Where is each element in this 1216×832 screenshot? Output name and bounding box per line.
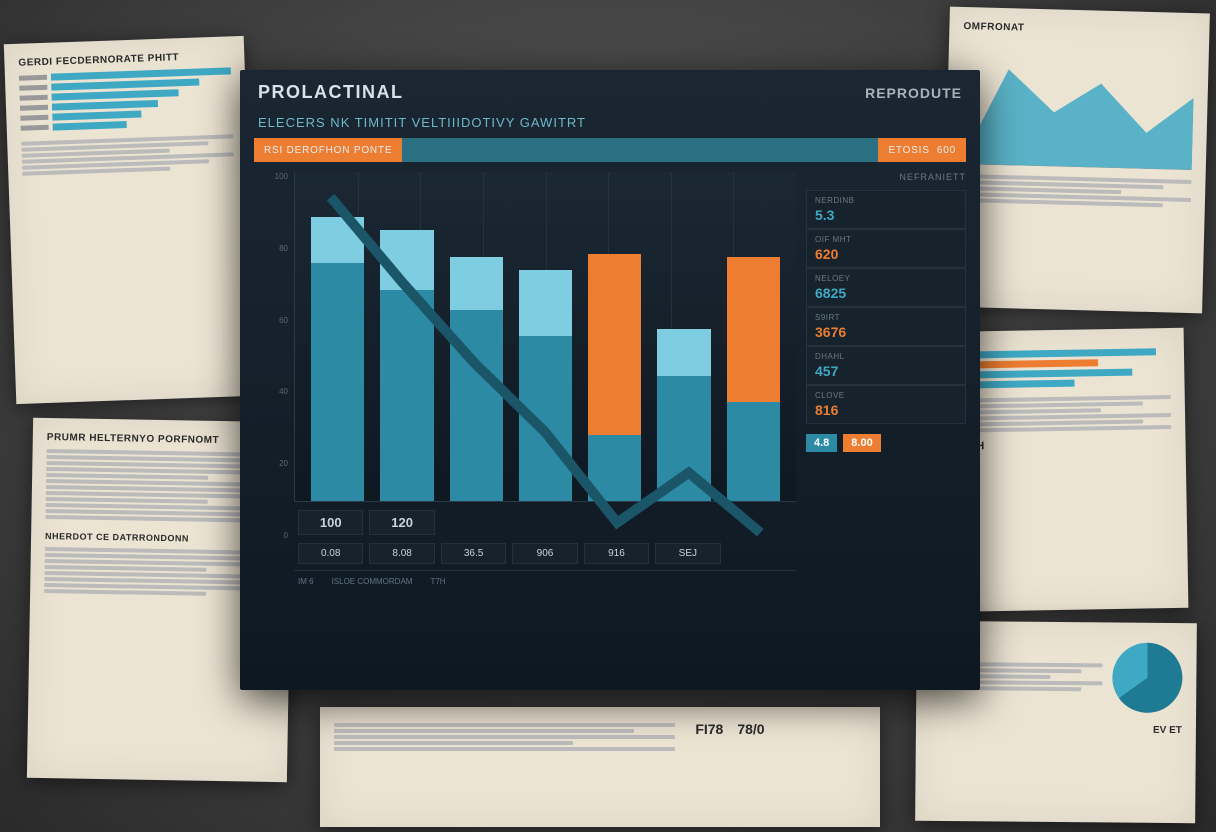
dashboard-title-right: REPRODUTE xyxy=(865,85,962,101)
sidebar-stat: OIF MHT 620 xyxy=(806,229,966,268)
bar-segment xyxy=(727,402,780,501)
footer-label: T7H xyxy=(430,577,445,586)
bar xyxy=(657,329,710,501)
stat-value: 5.3 xyxy=(815,207,957,223)
value-cell: 36.5 xyxy=(441,543,506,564)
y-tick: 100 xyxy=(254,172,288,181)
y-axis: 100 80 60 40 20 0 xyxy=(254,172,294,680)
hbar-chart xyxy=(19,67,233,131)
value-row-2: 0.08 8.08 36.5 906 916 SEJ xyxy=(294,543,796,564)
value-cell: 916 xyxy=(584,543,649,564)
bar xyxy=(588,254,641,502)
sidebar-stat: CLOVE 816 xyxy=(806,385,966,424)
bar-segment xyxy=(727,257,780,402)
value-cell: 0.08 xyxy=(298,543,363,564)
paper-stat: FI78 xyxy=(695,721,723,737)
y-tick: 60 xyxy=(254,316,288,325)
sidebar-badge: 8.00 xyxy=(843,434,880,452)
banner-right-label: ETOSIS xyxy=(888,145,929,156)
value-row-1: 100120 xyxy=(294,510,796,535)
stat-title: NELOEY xyxy=(815,274,957,283)
stat-title: CLOVE xyxy=(815,391,957,400)
bar-segment xyxy=(380,230,433,289)
bar-segment xyxy=(588,435,641,501)
bar xyxy=(311,217,364,501)
bg-paper-top-left: GERDI FECDERNORATE PHITT xyxy=(4,36,256,404)
paper-stat: EV ET xyxy=(930,723,1182,736)
bg-paper-top-right: OMFRONAT xyxy=(942,7,1210,314)
bar-segment xyxy=(519,270,572,336)
bar-segment xyxy=(311,263,364,501)
chart-footer: IM 6 ISLOE COMMORDAM T7H xyxy=(294,570,796,592)
sidebar-stat: DHAHL 457 xyxy=(806,346,966,385)
y-tick: 20 xyxy=(254,459,288,468)
sidebar-column: NEFRANIETT NERDINB 5.3 OIF MHT 620 NELOEY 682… xyxy=(796,172,966,680)
value-cell: SEJ xyxy=(655,543,720,564)
stat-value: 3676 xyxy=(815,324,957,340)
value-cell: 100 xyxy=(298,510,363,535)
stat-title: DHAHL xyxy=(815,352,957,361)
bar xyxy=(519,270,572,501)
bar-segment xyxy=(588,254,641,436)
bar xyxy=(450,257,503,501)
value-cell: 8.08 xyxy=(369,543,434,564)
dashboard-subtitle: ELECERS NK TIMITIT VELTIIIDOTIVY GAWITRT xyxy=(240,109,980,134)
bar-segment xyxy=(450,310,503,501)
desk-surface: GERDI FECDERNORATE PHITT PRUMR HELTERNYO… xyxy=(0,0,1216,832)
bg-paper-bottom-center: FI78 78/0 xyxy=(320,707,880,827)
bar-segment xyxy=(657,329,710,375)
bar-chart-area xyxy=(294,172,796,502)
footer-label: IM 6 xyxy=(298,577,314,586)
y-tick: 0 xyxy=(254,531,288,540)
sidebar-stat: NELOEY 6825 xyxy=(806,268,966,307)
stat-value: 816 xyxy=(815,402,957,418)
bar xyxy=(380,230,433,501)
stat-title: S9IRT xyxy=(815,313,957,322)
sidebar-header: NEFRANIETT xyxy=(806,172,966,182)
bar-segment xyxy=(311,217,364,263)
bar-segment xyxy=(519,336,572,501)
dashboard-banner: RSI DEROFHON PONTE ETOSIS 600 xyxy=(254,138,966,162)
dashboard-title-left: PROLACTINAL xyxy=(258,82,404,103)
paper-title: OMFRONAT xyxy=(963,21,1195,38)
banner-right-value: 600 xyxy=(937,145,956,156)
banner-segment-right: ETOSIS 600 xyxy=(878,138,966,162)
value-cell: 120 xyxy=(369,510,434,535)
stat-value: 457 xyxy=(815,363,957,379)
stat-title: OIF MHT xyxy=(815,235,957,244)
dashboard-header: PROLACTINAL REPRODUTE xyxy=(240,70,980,109)
sidebar-badges: 4.8 8.00 xyxy=(806,434,966,452)
bar xyxy=(727,257,780,501)
stat-value: 6825 xyxy=(815,285,957,301)
y-tick: 40 xyxy=(254,387,288,396)
y-tick: 80 xyxy=(254,244,288,253)
banner-segment-left: RSI DEROFHON PONTE xyxy=(254,138,402,162)
paper-stat: 78/0 xyxy=(737,721,764,737)
pie-chart xyxy=(1112,642,1183,713)
sidebar-stat: NERDINB 5.3 xyxy=(806,190,966,229)
paper-title: GERDI FECDERNORATE PHITT xyxy=(18,50,230,68)
banner-segment-mid xyxy=(402,138,878,162)
stat-value: 620 xyxy=(815,246,957,262)
bar-segment xyxy=(450,257,503,310)
footer-label: ISLOE COMMORDAM xyxy=(332,577,413,586)
bar-segment xyxy=(380,290,433,501)
main-dashboard: PROLACTINAL REPRODUTE ELECERS NK TIMITIT… xyxy=(240,70,980,690)
area-chart xyxy=(960,44,1195,170)
sidebar-stat: S9IRT 3676 xyxy=(806,307,966,346)
sidebar-badge: 4.8 xyxy=(806,434,837,452)
bar-segment xyxy=(657,376,710,501)
value-cell: 906 xyxy=(512,543,577,564)
stat-title: NERDINB xyxy=(815,196,957,205)
